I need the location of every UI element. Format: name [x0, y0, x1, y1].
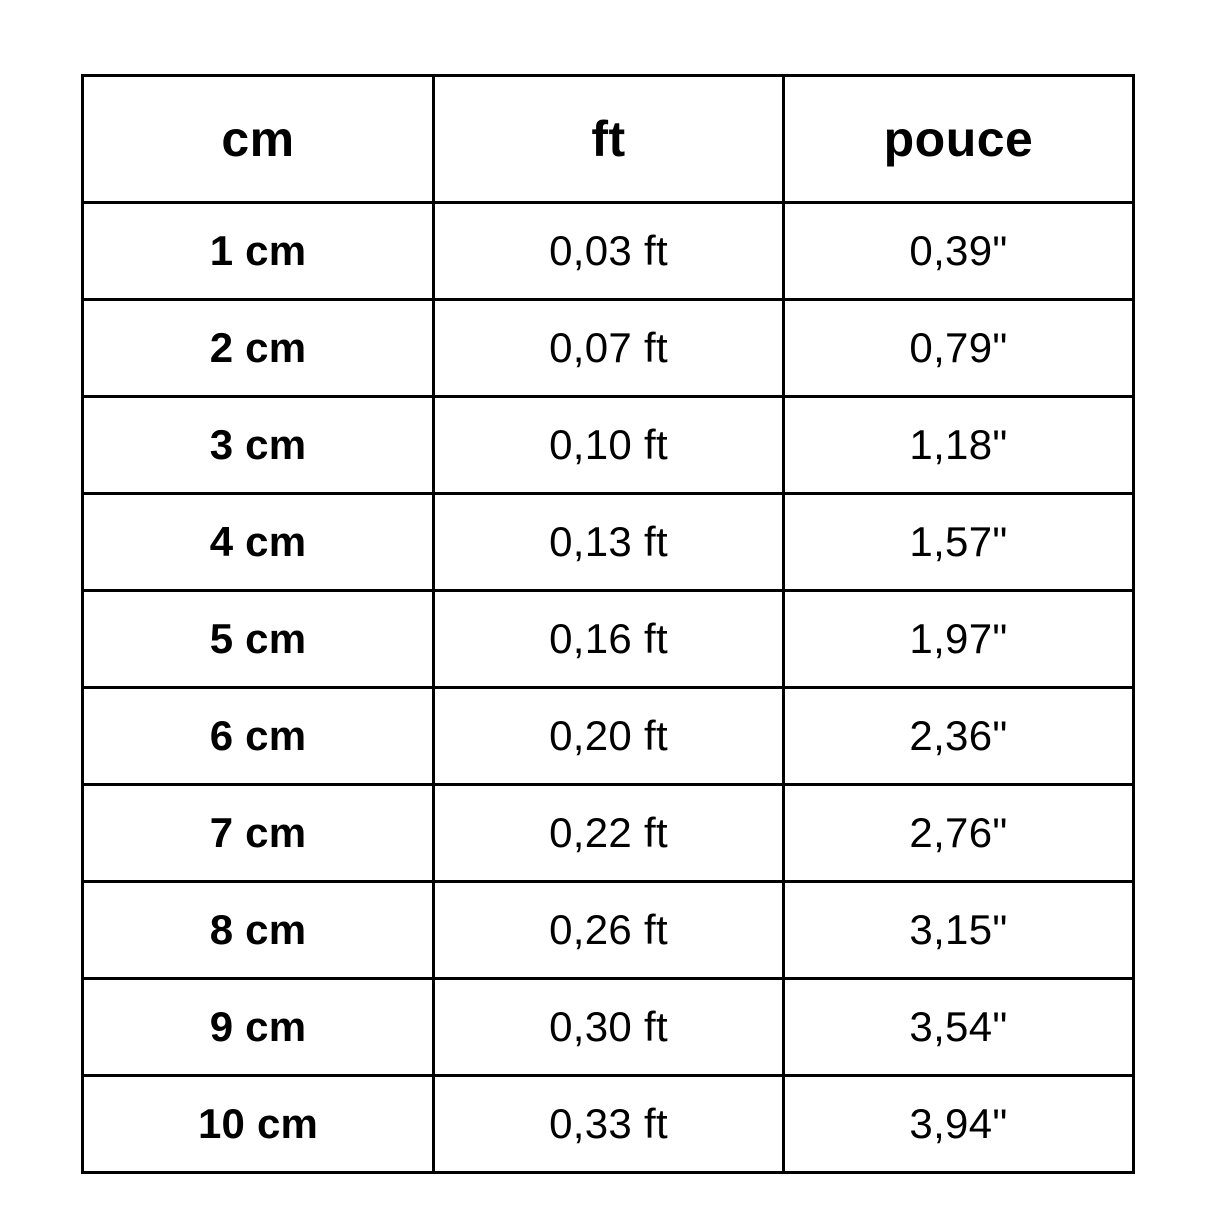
cell-pouce: 1,97": [782, 589, 1135, 689]
cell-cm: 5 cm: [81, 589, 435, 689]
cell-pouce: 3,94": [782, 1074, 1135, 1174]
table-row: 3 cm 0,10 ft 1,18": [81, 395, 1135, 495]
table-row: 1 cm 0,03 ft 0,39": [81, 201, 1135, 301]
cell-ft: 0,13 ft: [432, 492, 785, 592]
column-header-pouce: pouce: [782, 74, 1135, 204]
cell-cm: 1 cm: [81, 201, 435, 301]
cell-ft: 0,22 ft: [432, 783, 785, 883]
table-row: 8 cm 0,26 ft 3,15": [81, 880, 1135, 980]
cell-pouce: 3,54": [782, 977, 1135, 1077]
cell-pouce: 3,15": [782, 880, 1135, 980]
cell-ft: 0,10 ft: [432, 395, 785, 495]
cell-cm: 2 cm: [81, 298, 435, 398]
table-row: 4 cm 0,13 ft 1,57": [81, 492, 1135, 592]
cell-pouce: 1,18": [782, 395, 1135, 495]
cell-cm: 7 cm: [81, 783, 435, 883]
table-row: 5 cm 0,16 ft 1,97": [81, 589, 1135, 689]
table-row: 9 cm 0,30 ft 3,54": [81, 977, 1135, 1077]
cell-cm: 10 cm: [81, 1074, 435, 1174]
cell-ft: 0,30 ft: [432, 977, 785, 1077]
cell-pouce: 1,57": [782, 492, 1135, 592]
cell-pouce: 0,79": [782, 298, 1135, 398]
table-header-row: cm ft pouce: [81, 74, 1135, 204]
cell-ft: 0,07 ft: [432, 298, 785, 398]
cm-to-ft-pouce-table: cm ft pouce 1 cm 0,03 ft 0,39" 2 cm 0,07…: [81, 74, 1135, 1174]
table-row: 7 cm 0,22 ft 2,76": [81, 783, 1135, 883]
cell-ft: 0,16 ft: [432, 589, 785, 689]
cell-pouce: 2,36": [782, 686, 1135, 786]
cell-cm: 4 cm: [81, 492, 435, 592]
cell-cm: 6 cm: [81, 686, 435, 786]
cell-cm: 9 cm: [81, 977, 435, 1077]
cell-cm: 3 cm: [81, 395, 435, 495]
column-header-ft: ft: [432, 74, 785, 204]
table-header: cm ft pouce: [81, 74, 1135, 204]
cell-ft: 0,20 ft: [432, 686, 785, 786]
table-row: 10 cm 0,33 ft 3,94": [81, 1074, 1135, 1174]
column-header-cm: cm: [81, 74, 435, 204]
table-row: 6 cm 0,20 ft 2,36": [81, 686, 1135, 786]
cell-ft: 0,03 ft: [432, 201, 785, 301]
cell-pouce: 2,76": [782, 783, 1135, 883]
cell-pouce: 0,39": [782, 201, 1135, 301]
cell-ft: 0,33 ft: [432, 1074, 785, 1174]
table-row: 2 cm 0,07 ft 0,79": [81, 298, 1135, 398]
cell-ft: 0,26 ft: [432, 880, 785, 980]
cell-cm: 8 cm: [81, 880, 435, 980]
table-body: 1 cm 0,03 ft 0,39" 2 cm 0,07 ft 0,79" 3 …: [81, 201, 1135, 1174]
